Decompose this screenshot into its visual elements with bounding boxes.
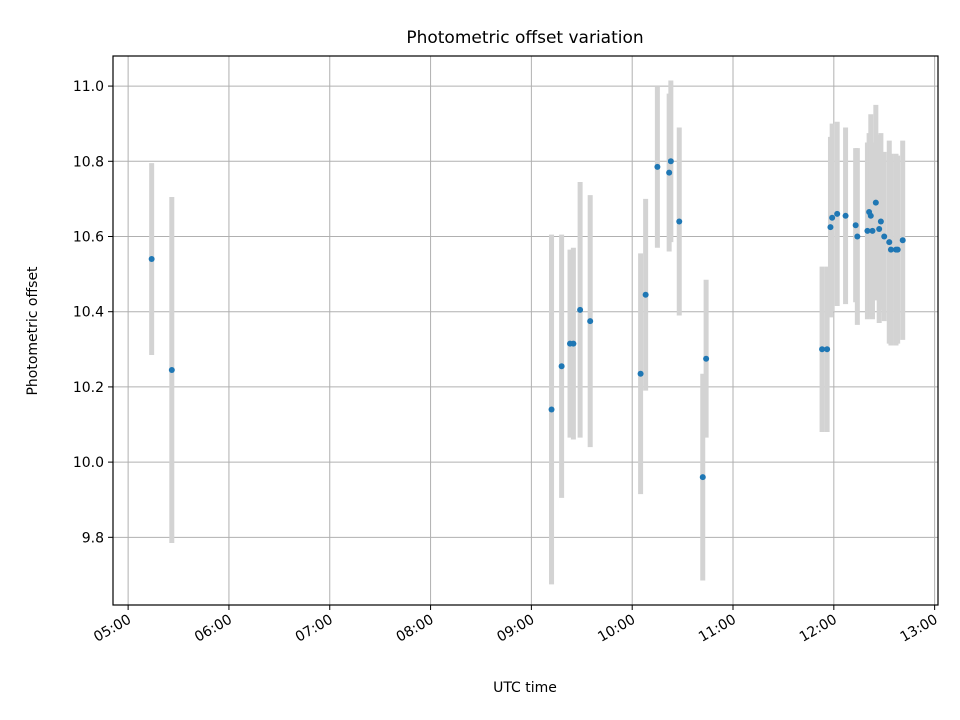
data-point [854,233,861,240]
data-point [168,366,175,373]
x-axis-ticks: 05:00 06:00 07:00 08:00 09:00 10:00 11:00 12:00… [91,605,941,646]
data-point [667,158,674,165]
data-point [587,318,594,325]
data-point [548,406,555,413]
x-tick-label: 06:00 [192,612,235,646]
data-point [894,246,901,253]
x-axis-label: UTC time [493,680,557,696]
data-point [852,222,859,229]
data-point [829,214,836,221]
data-points [148,158,906,481]
y-tick-label: 10.8 [73,154,104,170]
data-point [570,340,577,347]
y-tick-label: 10.2 [73,380,104,396]
data-point [577,306,584,313]
grid [113,56,938,605]
y-tick-label: 9.8 [82,530,104,546]
x-tick-label: 07:00 [293,612,336,646]
data-point [864,227,871,234]
data-point [834,210,841,217]
data-point [642,291,649,298]
data-point [558,363,565,370]
y-tick-label: 11.0 [73,79,104,95]
x-tick-label: 13:00 [898,612,941,646]
y-tick-label: 10.6 [73,229,104,245]
data-point [869,227,876,234]
x-tick-label: 05:00 [91,612,134,646]
data-point [637,370,644,377]
data-point [824,346,831,353]
data-point [872,199,879,206]
data-point [887,246,894,253]
data-point [703,355,710,362]
y-axis-label: Photometric offset [25,266,41,396]
data-point [699,474,706,481]
x-tick-label: 10:00 [595,612,638,646]
x-tick-label: 09:00 [494,612,537,646]
data-point [867,212,874,219]
data-point [876,225,883,232]
data-point [666,169,673,176]
plot-frame [112,55,939,606]
chart-title: Photometric offset variation [406,28,643,48]
data-point [886,239,893,246]
y-tick-label: 10.4 [73,305,104,321]
data-point [827,224,834,231]
data-point [877,218,884,225]
x-tick-label: 12:00 [797,612,840,646]
error-bars [149,80,906,585]
data-point [819,346,826,353]
data-point [899,237,906,244]
y-axis-ticks: 9.8 10.0 10.2 10.4 10.6 10.8 11.0 [73,79,113,546]
x-tick-label: 11:00 [696,612,739,646]
data-point [148,256,155,263]
data-point [676,218,683,225]
data-point [881,233,888,240]
x-tick-label: 08:00 [394,612,437,646]
y-tick-label: 10.0 [73,455,104,471]
data-point [654,163,661,170]
data-point [842,212,849,219]
